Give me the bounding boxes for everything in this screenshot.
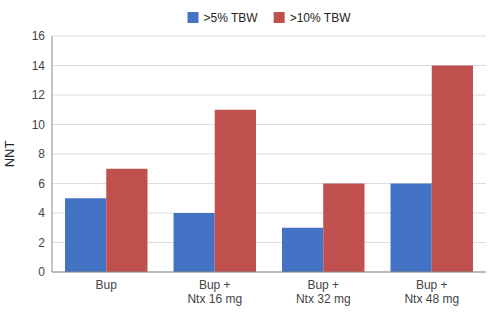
y-tick-label: 0 bbox=[38, 265, 45, 279]
x-tick-label-line: Bup + bbox=[307, 278, 339, 292]
grid-line bbox=[52, 36, 486, 37]
bar bbox=[106, 169, 147, 272]
bar bbox=[215, 110, 256, 272]
x-tick-label-line: Ntx 32 mg bbox=[296, 292, 351, 306]
x-axis-line bbox=[52, 272, 486, 273]
x-tick-label-line: Ntx 48 mg bbox=[404, 292, 459, 306]
chart: 0246810121416BupBup +Ntx 16 mgBup +Ntx 3… bbox=[0, 0, 500, 318]
legend-label: >5% TBW bbox=[204, 11, 259, 25]
grid bbox=[52, 36, 486, 272]
x-tick-label: Bup +Ntx 32 mg bbox=[296, 278, 351, 306]
x-tick-label-line: Ntx 16 mg bbox=[187, 292, 242, 306]
grid-line bbox=[52, 272, 486, 273]
y-tick-label: 16 bbox=[32, 29, 46, 43]
grid-line bbox=[52, 65, 486, 66]
y-tick-label: 10 bbox=[32, 118, 46, 132]
bar bbox=[391, 184, 432, 273]
bar bbox=[174, 213, 215, 272]
grid-line bbox=[52, 95, 486, 96]
grid-line bbox=[52, 154, 486, 155]
y-tick-label: 8 bbox=[38, 147, 45, 161]
x-tick-label-line: Bup + bbox=[416, 278, 448, 292]
bar bbox=[282, 228, 323, 272]
legend: >5% TBW >10% TBW bbox=[188, 11, 352, 25]
y-tick-label: 2 bbox=[38, 236, 45, 250]
y-tick-label: 4 bbox=[38, 206, 45, 220]
y-tick-label: 12 bbox=[32, 88, 46, 102]
legend-swatch bbox=[274, 12, 285, 23]
legend-label: >10% TBW bbox=[290, 11, 351, 25]
x-tick-label: Bup +Ntx 48 mg bbox=[404, 278, 459, 306]
x-tick-label-line: Bup bbox=[96, 278, 118, 292]
x-tick-label: Bup +Ntx 16 mg bbox=[187, 278, 242, 306]
bars bbox=[65, 66, 473, 273]
bar bbox=[432, 66, 473, 273]
y-tick-label: 6 bbox=[38, 177, 45, 191]
grid-line bbox=[52, 124, 486, 125]
bar bbox=[65, 198, 106, 272]
legend-swatch bbox=[188, 12, 199, 23]
y-axis-line bbox=[52, 36, 53, 272]
x-tick-label: Bup bbox=[96, 278, 118, 292]
page: {"chart_data": {"type": "bar", "categori… bbox=[0, 0, 500, 318]
x-tick-label-line: Bup + bbox=[199, 278, 231, 292]
bar bbox=[323, 184, 364, 273]
y-axis-label: NNT bbox=[2, 141, 17, 168]
y-tick-label: 14 bbox=[32, 59, 46, 73]
